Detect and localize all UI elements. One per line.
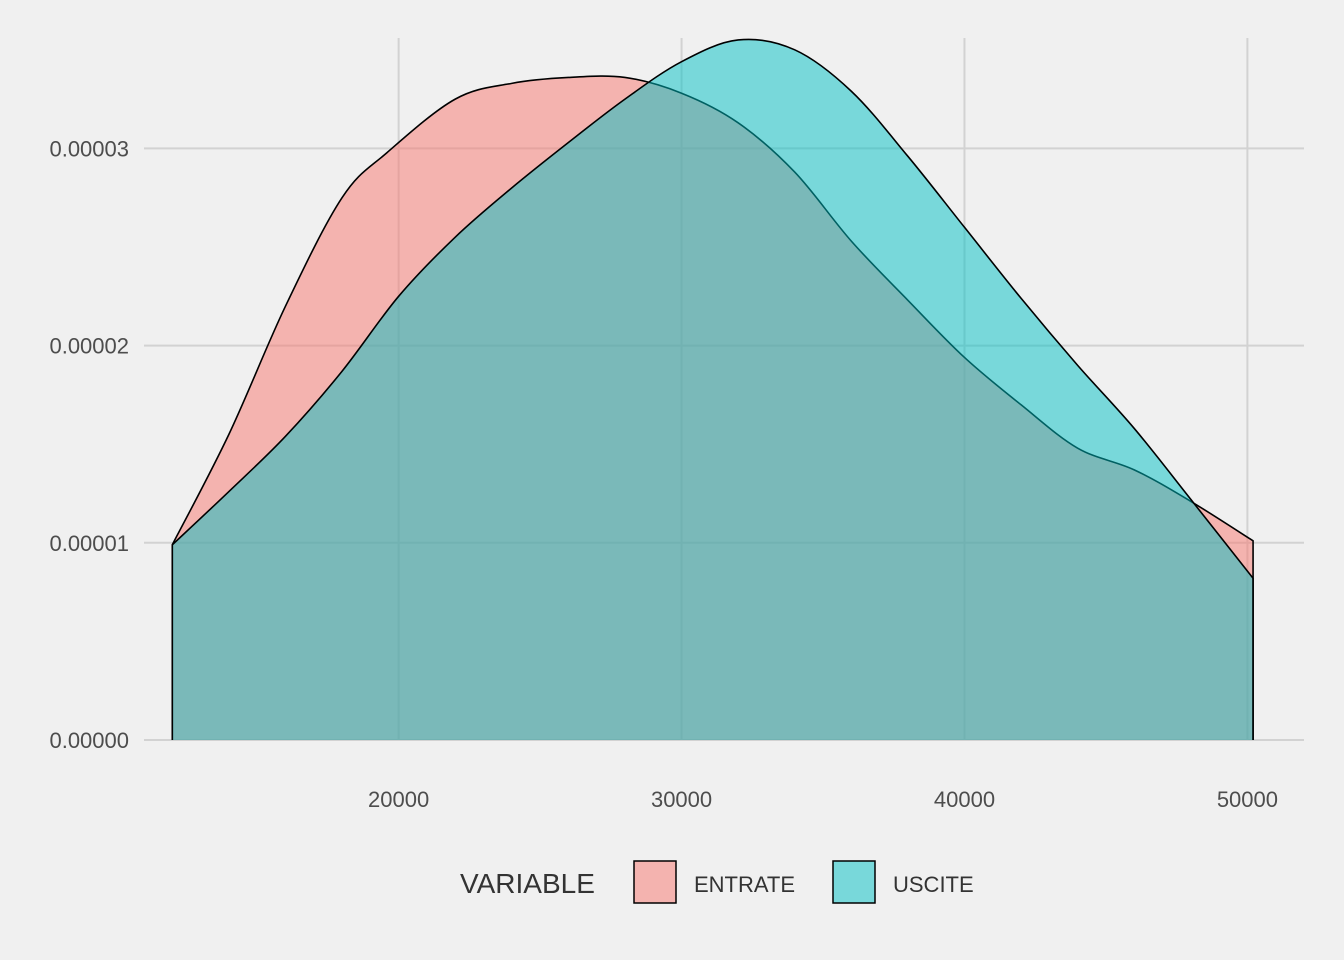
legend: VARIABLE ENTRATE USCITE <box>460 860 974 904</box>
density-outline-uscite <box>171 38 1254 740</box>
y-tick-label: 0.00002 <box>49 334 129 359</box>
x-tick-label: 20000 <box>368 787 429 812</box>
y-tick-label: 0.00000 <box>49 728 129 753</box>
density-area-uscite <box>172 39 1254 741</box>
y-tick-label: 0.00001 <box>49 531 129 556</box>
y-axis: 0.00000 0.00001 0.00002 0.00003 <box>49 136 129 753</box>
density-areas <box>171 38 1254 741</box>
x-tick-label: 40000 <box>934 787 995 812</box>
legend-key-entrate <box>633 860 677 904</box>
x-tick-label: 50000 <box>1217 787 1278 812</box>
legend-title: VARIABLE <box>460 868 595 899</box>
x-axis: 20000 30000 40000 50000 <box>368 787 1278 812</box>
legend-label-entrate: ENTRATE <box>694 872 795 897</box>
legend-label-uscite: USCITE <box>893 872 974 897</box>
x-tick-label: 30000 <box>651 787 712 812</box>
legend-key-uscite <box>832 860 876 904</box>
y-tick-label: 0.00003 <box>49 136 129 161</box>
